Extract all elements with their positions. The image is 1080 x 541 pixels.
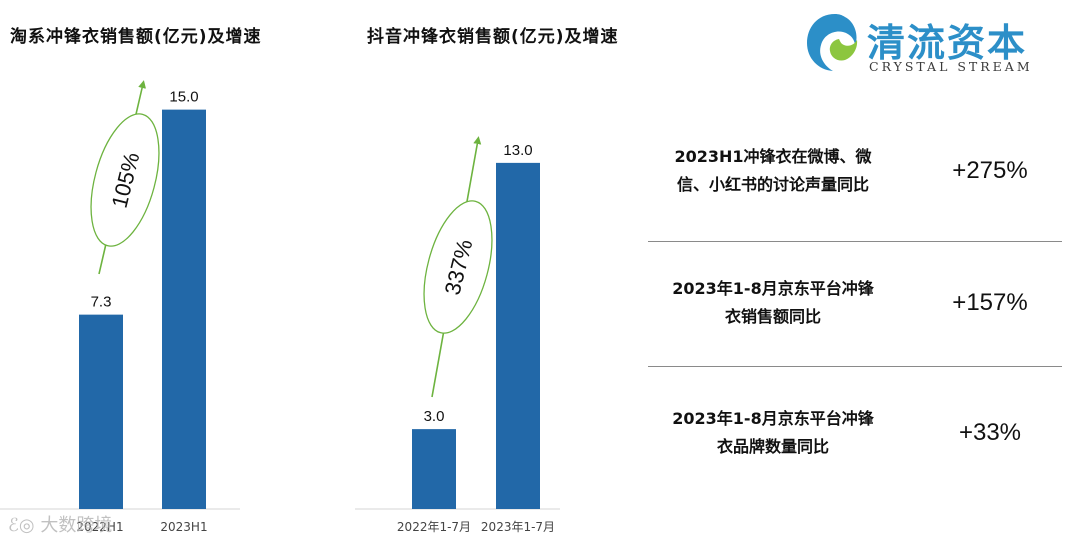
watermark: ℰ◎ 大数跨境 (8, 511, 112, 537)
data-label: 7.3 (91, 294, 112, 311)
watermark-logo-icon: ℰ◎ (8, 515, 35, 536)
stat-value: +275% (952, 157, 1028, 184)
x-tick-label: 2023H1 (160, 520, 207, 534)
stat-value: +157% (952, 289, 1028, 316)
data-label: 3.0 (424, 408, 445, 425)
bar (79, 314, 123, 509)
logo-name-en: CRYSTAL STREAM (869, 59, 1033, 74)
divider (648, 366, 1062, 367)
divider (648, 241, 1062, 242)
chart-title-taobao: 淘系冲锋衣销售额(亿元)及增速 (10, 27, 262, 47)
bar (162, 109, 206, 509)
x-tick-label: 2022年1-7月 (397, 520, 471, 534)
logo-name-cn: 清流资本 (867, 21, 1028, 65)
crystal-stream-logo: 清流资本 CRYSTAL STREAM (805, 10, 1030, 80)
logo-mark-icon (807, 14, 858, 71)
stat-description-line: 2023年1-8月京东平台冲锋 (672, 279, 874, 298)
growth-ellipse (90, 113, 160, 247)
bar (412, 429, 456, 509)
stat-value: +33% (958, 419, 1022, 446)
watermark-text: 大数跨境 (40, 515, 113, 536)
growth-ellipse (423, 200, 493, 334)
stat-description: 2023年1-8月京东平台冲锋 衣销售额同比 (648, 248, 898, 358)
stat-row-jd-brands: 2023年1-8月京东平台冲锋 衣品牌数量同比 +33% (648, 378, 1062, 488)
bar (496, 162, 540, 509)
stat-description-line: 2023年1-8月京东平台冲锋 (672, 409, 874, 428)
x-tick-label: 2023年1-7月 (481, 520, 555, 534)
data-label: 15.0 (169, 89, 198, 106)
stat-row-discussion: 2023H1冲锋衣在微博、微 信、小红书的讨论声量同比 +275% (648, 116, 1062, 226)
stat-description: 2023年1-8月京东平台冲锋 衣品牌数量同比 (648, 378, 898, 488)
data-label: 13.0 (503, 142, 532, 159)
stat-description-line: 衣销售额同比 (724, 307, 821, 326)
stat-row-jd-sales: 2023年1-8月京东平台冲锋 衣销售额同比 +157% (648, 248, 1062, 358)
stat-description-line: 信、小红书的讨论声量同比 (676, 175, 869, 194)
x-tick-label: 2022H1 (76, 520, 123, 534)
chart-title-douyin: 抖音冲锋衣销售额(亿元)及增速 (367, 27, 619, 47)
stat-description-line: 2023H1冲锋衣在微博、微 (674, 147, 872, 166)
stat-description-line: 衣品牌数量同比 (716, 437, 829, 456)
stat-description: 2023H1冲锋衣在微博、微 信、小红书的讨论声量同比 (648, 116, 898, 226)
